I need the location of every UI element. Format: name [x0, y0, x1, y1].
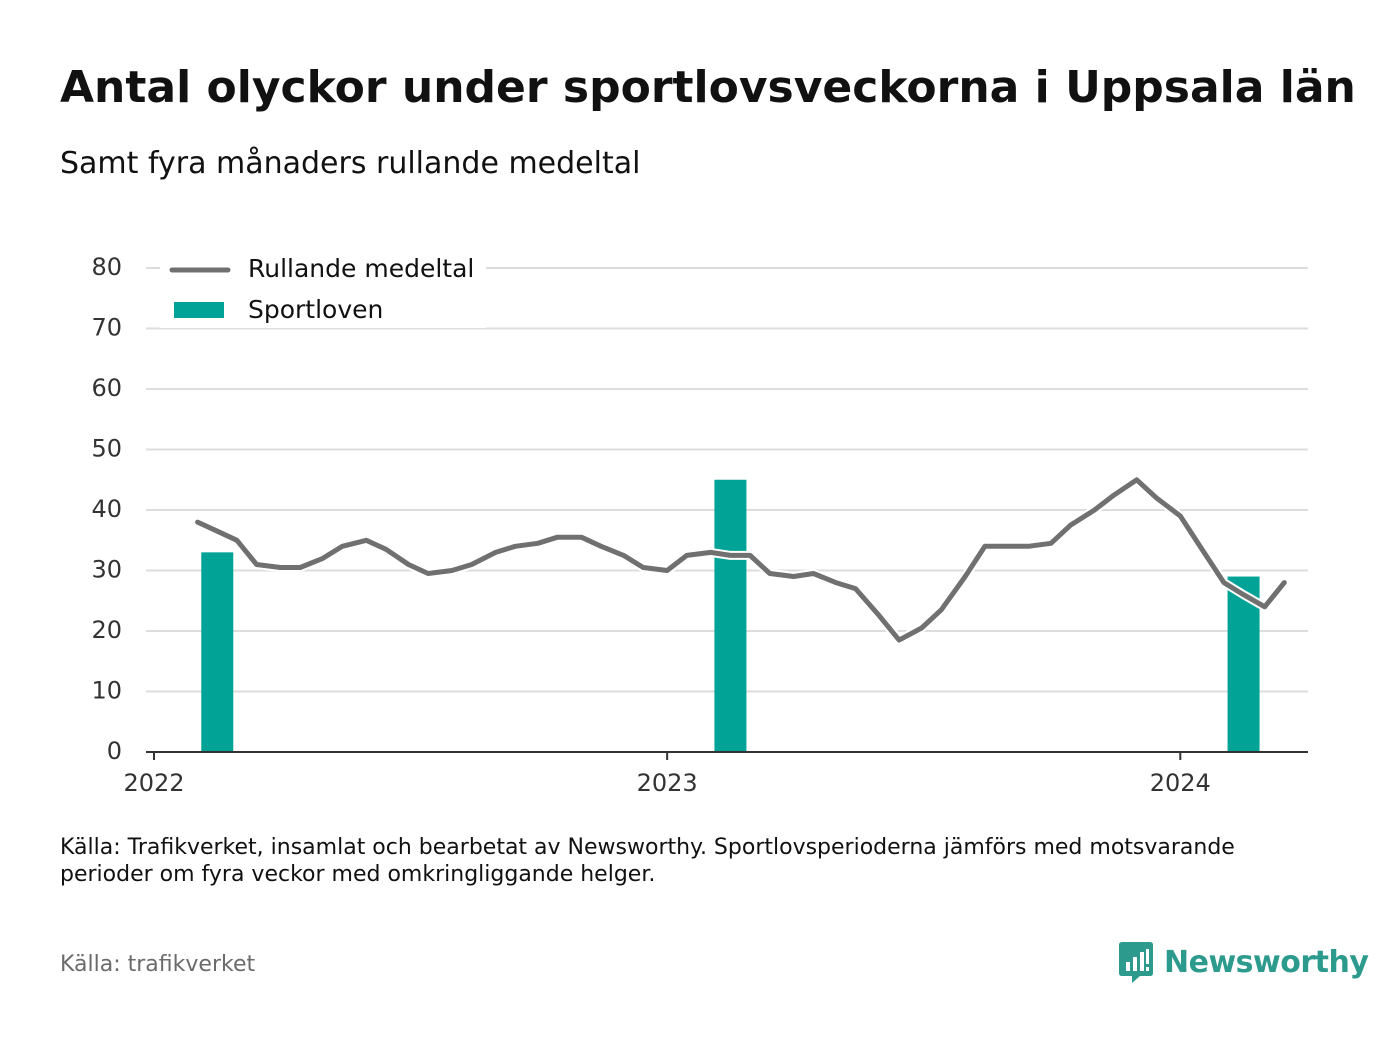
- line-series: [195, 475, 1288, 645]
- bar-sportloven: [201, 552, 234, 752]
- y-tick-label: 50: [91, 435, 122, 463]
- y-tick-label: 20: [91, 616, 122, 644]
- y-tick-label: 60: [91, 374, 122, 402]
- legend-label-line: Rullande medeltal: [248, 254, 474, 283]
- brand-name: Newsworthy: [1164, 944, 1369, 980]
- x-tick-label: 2024: [1150, 769, 1211, 797]
- legend: Rullande medeltal Sportloven: [160, 250, 486, 328]
- newsworthy-logo-icon: [1119, 942, 1153, 983]
- x-tick-label: 2023: [637, 769, 698, 797]
- bar-sportloven: [714, 479, 747, 752]
- y-tick-label: 10: [91, 677, 122, 705]
- brand-logo: Newsworthy: [1118, 940, 1369, 984]
- y-tick-label: 80: [91, 253, 122, 281]
- y-tick-label: 70: [91, 314, 122, 342]
- y-tick-label: 30: [91, 556, 122, 584]
- legend-label-bar: Sportloven: [248, 295, 383, 324]
- chart-note: Källa: Trafikverket, insamlat och bearbe…: [60, 835, 1235, 887]
- line-rullande-medeltal: [195, 477, 1287, 643]
- axes: 0 10 20 30 40 50 60 70 80 2022 2023 2024: [91, 253, 1308, 797]
- chart-title: Antal olyckor under sportlovsveckorna i …: [60, 62, 1356, 113]
- chart-subtitle: Samt fyra månaders rullande medeltal: [60, 146, 641, 181]
- source-label: Källa: trafikverket: [60, 952, 256, 977]
- y-tick-label: 40: [91, 495, 122, 523]
- y-tick-label: 0: [107, 737, 122, 765]
- bars: [201, 479, 1260, 752]
- legend-bar-swatch: [174, 302, 224, 318]
- x-tick-label: 2022: [123, 769, 184, 797]
